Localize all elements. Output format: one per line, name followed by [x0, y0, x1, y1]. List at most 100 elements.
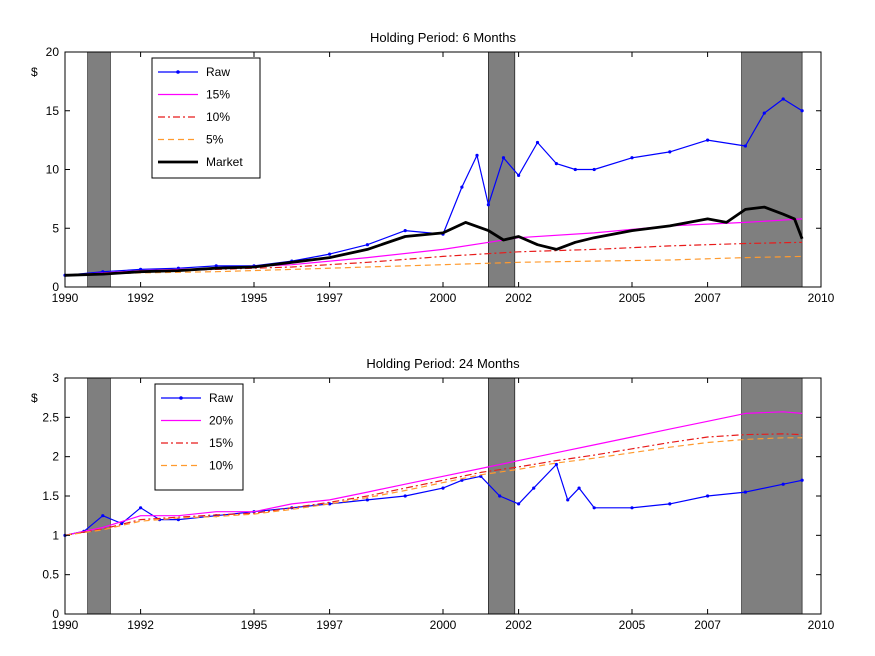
data-point — [781, 482, 785, 486]
x-tick-label: 2007 — [694, 618, 721, 632]
chart-panel-24-months: Holding Period: 24 Months $ 1990 1992 1995… — [31, 356, 835, 632]
data-point — [532, 486, 536, 490]
y-tick-label: 1 — [52, 528, 59, 542]
x-tick-label: 2005 — [619, 291, 646, 305]
x-tick-label: 1992 — [127, 618, 154, 632]
y-tick-label: 3 — [52, 371, 59, 385]
data-point — [668, 502, 672, 506]
legend-box — [151, 57, 261, 179]
legend: Raw 20% 15% 10% — [154, 383, 244, 491]
data-point — [800, 478, 804, 482]
x-tick-label: 1990 — [52, 291, 79, 305]
data-point — [743, 490, 748, 494]
data-point — [762, 111, 766, 115]
data-point — [498, 494, 502, 498]
data-point — [566, 498, 570, 502]
legend-label: Market — [206, 155, 243, 169]
data-point — [214, 264, 218, 268]
data-point — [781, 97, 785, 101]
data-point — [554, 162, 559, 166]
legend-box — [154, 383, 244, 491]
data-point — [501, 156, 506, 160]
data-point — [706, 494, 710, 498]
data-point — [668, 150, 672, 154]
recession-band — [741, 377, 803, 615]
y-axis-label: $ — [31, 65, 38, 79]
data-point — [517, 502, 521, 506]
chart-panel-6-months: Holding Period: 6 Months $ 1990 1992 1995 1… — [31, 30, 835, 305]
data-point — [176, 518, 180, 522]
y-tick-label: 2 — [52, 450, 59, 464]
legend-marker — [176, 70, 180, 74]
legend-label: 10% — [209, 459, 233, 473]
x-tick-label: 1997 — [316, 618, 343, 632]
data-point — [328, 252, 332, 256]
y-tick-label: 20 — [46, 45, 60, 59]
data-point — [120, 521, 124, 526]
data-point — [460, 185, 464, 189]
chart-title: Holding Period: 6 Months — [370, 30, 516, 45]
recession-band — [87, 51, 111, 288]
data-point — [403, 229, 407, 233]
y-axis-label: $ — [31, 391, 38, 405]
x-tick-label: 2010 — [808, 291, 835, 305]
data-point — [139, 506, 143, 510]
legend-label: 10% — [206, 110, 230, 124]
data-point — [365, 498, 369, 502]
y-tick-label: 10 — [46, 163, 60, 177]
x-tick-label: 2000 — [430, 291, 457, 305]
series-line-10pct — [64, 437, 803, 536]
y-tick-label: 15 — [46, 104, 60, 118]
legend-label: Raw — [209, 391, 233, 405]
x-tick-label: 1992 — [127, 291, 154, 305]
data-point — [535, 140, 540, 145]
x-tick-label: 2000 — [430, 618, 457, 632]
data-point — [517, 173, 521, 177]
x-tick-label: 2002 — [505, 291, 532, 305]
data-point — [706, 138, 710, 142]
x-tick-label: 2007 — [694, 291, 721, 305]
data-point — [441, 486, 445, 490]
chart-title: Holding Period: 24 Months — [366, 356, 520, 371]
recession-band — [87, 377, 111, 615]
data-point — [328, 502, 332, 506]
data-point — [577, 486, 581, 490]
y-tick-label: 2.5 — [42, 410, 59, 424]
legend-label: 5% — [206, 133, 224, 147]
data-point — [365, 243, 369, 247]
data-point — [743, 144, 748, 148]
x-tick-label: 1990 — [52, 618, 79, 632]
y-tick-label: 1.5 — [42, 489, 59, 503]
data-point — [403, 494, 407, 498]
data-point — [630, 156, 634, 160]
series-line-15pct — [64, 218, 803, 276]
legend-marker — [179, 396, 183, 400]
recession-band — [488, 377, 516, 615]
y-tick-label: 5 — [52, 221, 59, 235]
data-point — [101, 514, 105, 518]
x-tick-label: 2002 — [505, 618, 532, 632]
data-point — [479, 474, 483, 478]
data-point — [630, 506, 634, 510]
data-point — [486, 203, 490, 207]
legend: Raw 15% 10% 5% Market — [151, 57, 261, 179]
data-point — [573, 167, 577, 172]
data-point — [800, 109, 804, 113]
x-tick-label: 1995 — [241, 618, 268, 632]
recession-band — [741, 51, 803, 288]
x-tick-label: 1995 — [241, 291, 268, 305]
legend-label: 20% — [209, 414, 233, 428]
x-tick-label: 2010 — [808, 618, 835, 632]
legend-label: Raw — [206, 65, 230, 79]
x-tick-label: 2005 — [619, 618, 646, 632]
data-point — [592, 506, 596, 510]
x-tick-label: 1997 — [316, 291, 343, 305]
series-line-market — [64, 205, 804, 277]
legend-label: 15% — [209, 436, 233, 450]
data-point — [592, 167, 596, 172]
y-tick-label: 0 — [52, 607, 59, 621]
y-tick-label: 0 — [52, 280, 59, 294]
data-point — [475, 153, 479, 157]
data-point — [554, 462, 559, 467]
